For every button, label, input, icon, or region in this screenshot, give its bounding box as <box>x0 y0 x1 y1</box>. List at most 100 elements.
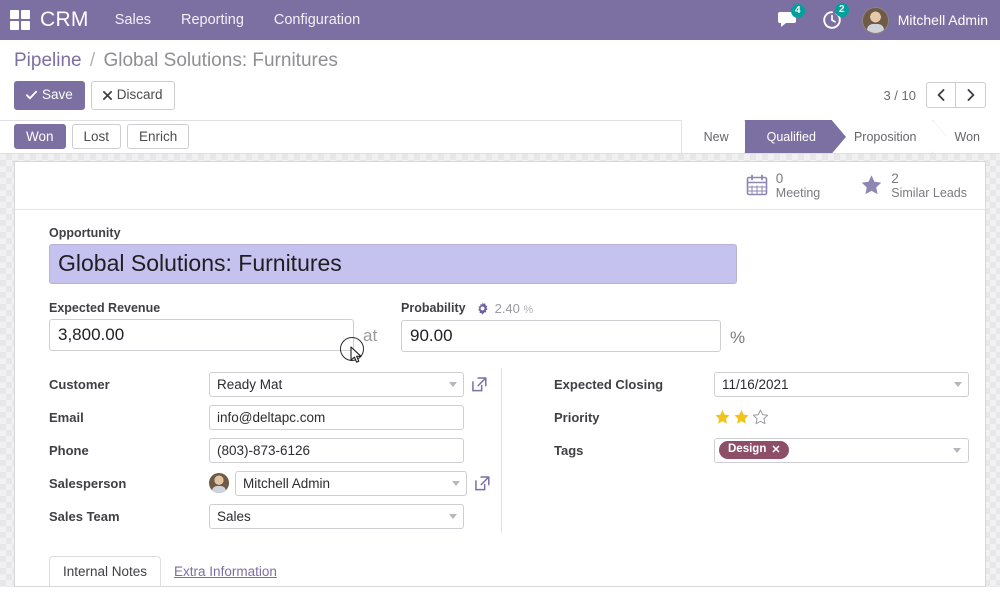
calendar-icon <box>746 174 768 196</box>
message-bubble-icon <box>777 12 796 27</box>
pager-next-button[interactable] <box>956 82 986 109</box>
tag-design-label: Design <box>728 443 767 456</box>
star-filled-icon[interactable] <box>714 409 731 425</box>
phone-input[interactable]: (803)-873-6126 <box>209 437 464 463</box>
salesperson-many2one: Mitchell Admin <box>235 470 467 496</box>
expected-revenue-group: Expected Revenue 3,800.00 at <box>49 301 401 352</box>
breadcrumb-separator: / <box>89 50 96 71</box>
user-name: Mitchell Admin <box>897 12 988 28</box>
sales-team-widget: Sales <box>209 503 464 529</box>
probability-computed-unit: % <box>523 303 534 316</box>
save-button[interactable]: Save <box>14 81 85 110</box>
expected-closing-input[interactable]: 11/16/2021 <box>714 371 969 397</box>
left-field-column: Customer Ready Mat <box>49 368 494 533</box>
messages-button[interactable]: 4 <box>777 4 805 29</box>
field-row-email: Email info@deltapc.com <box>49 401 494 434</box>
stat-button-similar-leads[interactable]: 2 Similar Leads <box>860 171 967 200</box>
opportunity-input[interactable]: Global Solutions: Furnitures <box>49 243 737 284</box>
chevron-left-icon <box>937 89 945 102</box>
save-button-label: Save <box>42 87 73 102</box>
revenue-probability-row: Expected Revenue 3,800.00 at Probability… <box>49 301 951 352</box>
email-label: Email <box>49 409 84 425</box>
stat-similar-leads-label: Similar Leads <box>891 185 967 200</box>
at-separator-label: at <box>363 325 378 345</box>
star-icon <box>862 175 882 195</box>
stage-divider <box>931 120 947 154</box>
stage-won-label: Won <box>954 129 980 144</box>
nav-menu-reporting[interactable]: Reporting <box>181 12 244 28</box>
email-widget: info@deltapc.com <box>209 404 464 430</box>
apps-grid-icon[interactable] <box>10 10 30 30</box>
stat-button-meeting[interactable]: 0 Meeting <box>746 171 820 200</box>
tab-internal-notes[interactable]: Internal Notes <box>49 555 162 586</box>
two-column-fields: Customer Ready Mat <box>49 367 969 533</box>
tags-label: Tags <box>554 442 584 458</box>
gear-icon[interactable] <box>476 301 489 315</box>
tab-extra-information[interactable]: Extra Information <box>174 563 277 579</box>
field-row-customer: Customer Ready Mat <box>49 368 494 401</box>
control-panel: Pipeline / Global Solutions: Furnitures … <box>0 40 1000 121</box>
probability-computed-value: 2.40 % <box>494 300 534 316</box>
mark-won-button[interactable]: Won <box>14 124 66 150</box>
enrich-button[interactable]: Enrich <box>127 124 190 150</box>
breadcrumb-item-pipeline[interactable]: Pipeline <box>14 50 82 71</box>
mark-lost-button[interactable]: Lost <box>71 124 122 150</box>
chevron-down-icon <box>953 448 961 454</box>
star-filled-icon[interactable] <box>733 409 750 425</box>
stat-similar-leads-value: 2 <box>891 170 899 186</box>
pager-buttons <box>926 82 986 109</box>
form-background: 0 Meeting 2 Similar Leads Opportunity Gl… <box>0 154 1000 587</box>
customer-label: Customer <box>49 376 110 392</box>
status-row: Won Lost Enrich New Qualified Propositio… <box>0 120 1000 154</box>
discard-button-label: Discard <box>116 87 163 102</box>
tags-input[interactable]: Design ✕ <box>714 437 969 463</box>
nav-menu-configuration[interactable]: Configuration <box>273 12 361 28</box>
user-menu[interactable]: Mitchell Admin <box>861 6 988 34</box>
notebook: Internal Notes Extra Information <box>49 555 985 586</box>
open-customer-external-link-icon[interactable] <box>472 377 487 392</box>
pager-previous-button[interactable] <box>926 82 956 109</box>
field-row-expected-closing: Expected Closing 11/16/2021 <box>554 368 969 401</box>
stage-proposition[interactable]: Proposition <box>831 120 947 154</box>
discard-button[interactable]: Discard <box>90 81 175 110</box>
open-salesperson-external-link-icon[interactable] <box>475 476 490 491</box>
stage-qualified[interactable]: Qualified <box>744 120 832 154</box>
field-row-tags: Tags Design ✕ <box>554 434 969 467</box>
app-brand-crm[interactable]: CRM <box>40 8 89 31</box>
tag-design[interactable]: Design ✕ <box>719 441 789 460</box>
expected-closing-label: Expected Closing <box>554 376 664 392</box>
right-field-column: Expected Closing 11/16/2021 Priority <box>501 367 969 533</box>
sales-team-input[interactable]: Sales <box>209 503 464 529</box>
stage-new-label: New <box>703 129 729 144</box>
pager-value: 3 / 10 <box>883 87 916 103</box>
probability-input[interactable]: 90.00 <box>401 319 721 352</box>
priority-label: Priority <box>554 409 600 425</box>
sales-team-label: Sales Team <box>49 508 120 524</box>
stage-new[interactable]: New <box>681 120 759 154</box>
stage-statusbar: New Qualified Proposition Won <box>680 120 1000 154</box>
field-row-phone: Phone (803)-873-6126 <box>49 434 494 467</box>
salesperson-widget: Mitchell Admin <box>209 470 490 496</box>
stat-meeting-value: 0 <box>775 170 784 186</box>
expected-revenue-input[interactable]: 3,800.00 <box>49 318 354 351</box>
control-panel-buttons-row: Save Discard 3 / 10 <box>14 81 986 120</box>
phone-label: Phone <box>49 442 89 458</box>
stage-proposition-label: Proposition <box>853 129 917 144</box>
stat-button-meeting-text: 0 Meeting <box>776 171 820 200</box>
tag-remove-close-icon[interactable]: ✕ <box>771 443 781 456</box>
star-empty-icon[interactable] <box>752 409 769 425</box>
salesperson-input[interactable]: Mitchell Admin <box>235 470 467 496</box>
notebook-tabs: Internal Notes Extra Information <box>49 555 985 586</box>
nav-menu-sales[interactable]: Sales <box>114 12 152 28</box>
customer-input[interactable]: Ready Mat <box>209 371 464 397</box>
field-row-priority: Priority <box>554 401 951 434</box>
stat-meeting-label: Meeting <box>775 185 821 200</box>
activities-badge: 2 <box>834 3 849 17</box>
priority-stars[interactable] <box>714 409 769 425</box>
breadcrumb-item-current: Global Solutions: Furnitures <box>103 50 338 71</box>
avatar <box>861 6 889 34</box>
activities-button[interactable]: 2 <box>822 3 849 30</box>
stat-button-similar-leads-text: 2 Similar Leads <box>891 171 967 200</box>
email-input[interactable]: info@deltapc.com <box>209 404 464 430</box>
probability-label-row: Probability 2.40 % <box>401 301 745 316</box>
